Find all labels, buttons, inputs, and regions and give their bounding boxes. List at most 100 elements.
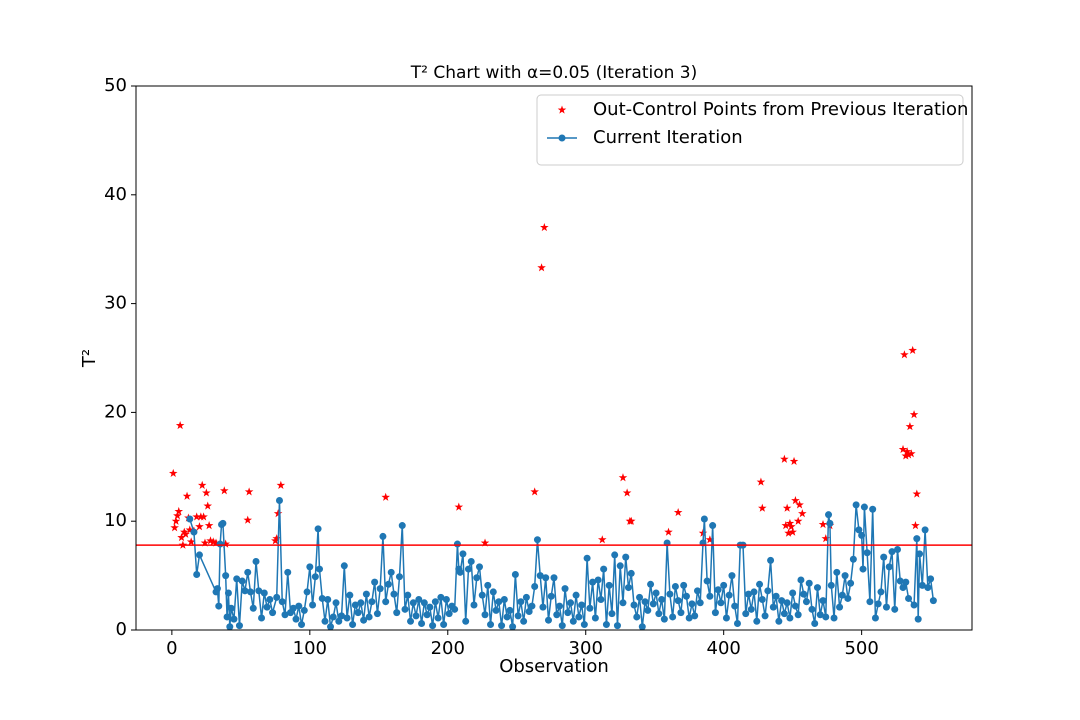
out-control-point bbox=[174, 506, 184, 516]
series-point bbox=[226, 623, 234, 631]
out-control-point bbox=[170, 523, 179, 532]
series-point bbox=[745, 590, 753, 598]
out-control-point bbox=[787, 522, 796, 531]
series-point bbox=[660, 615, 668, 623]
series-point bbox=[511, 571, 519, 579]
y-tick-label: 50 bbox=[104, 75, 127, 96]
series-point bbox=[186, 515, 194, 523]
series-point bbox=[882, 603, 890, 611]
series-point bbox=[489, 588, 497, 596]
series-point bbox=[434, 614, 442, 622]
series-point bbox=[791, 602, 799, 610]
series-point bbox=[649, 600, 657, 608]
series-point bbox=[800, 590, 808, 598]
series-point bbox=[284, 568, 292, 576]
out-control-point bbox=[221, 539, 230, 548]
series-point bbox=[652, 589, 660, 597]
y-tick-label: 30 bbox=[104, 293, 127, 314]
series-point bbox=[539, 603, 547, 611]
series-point bbox=[720, 581, 728, 589]
out-control-point bbox=[243, 515, 253, 524]
series-point bbox=[717, 599, 725, 607]
series-point bbox=[691, 612, 699, 620]
series-point bbox=[855, 526, 863, 534]
series-point bbox=[354, 609, 362, 617]
series-point bbox=[249, 604, 257, 612]
series-point bbox=[733, 619, 741, 627]
series-point bbox=[611, 551, 619, 559]
series-point bbox=[747, 605, 755, 613]
series-point bbox=[233, 575, 241, 583]
series-point bbox=[669, 613, 677, 621]
series-point bbox=[786, 614, 794, 622]
series-point bbox=[899, 584, 907, 592]
series-point bbox=[761, 612, 769, 620]
series-point bbox=[384, 580, 392, 588]
out-control-point bbox=[618, 473, 628, 482]
series-point bbox=[215, 602, 223, 610]
out-control-point bbox=[673, 508, 683, 517]
series-point bbox=[742, 610, 750, 618]
out-control-point bbox=[175, 420, 185, 430]
series-point bbox=[522, 593, 530, 601]
series-point bbox=[819, 597, 827, 605]
out-control-point bbox=[203, 501, 213, 510]
series-point bbox=[498, 622, 506, 630]
legend: Out-Control Points from Previous Iterati… bbox=[536, 94, 968, 166]
y-tick-label: 20 bbox=[104, 401, 127, 422]
series-point bbox=[709, 522, 717, 530]
series-point bbox=[346, 591, 354, 599]
series-point bbox=[514, 612, 522, 620]
series-point bbox=[223, 613, 231, 621]
series-point bbox=[885, 563, 893, 571]
series-point bbox=[597, 596, 605, 604]
out-control-point bbox=[208, 537, 218, 546]
out-control-point bbox=[911, 521, 920, 530]
legend-label: Current Iteration bbox=[593, 127, 743, 148]
series-point bbox=[602, 621, 610, 629]
legend-box bbox=[536, 94, 964, 166]
legend-label: Out-Control Points from Previous Iterati… bbox=[593, 99, 968, 120]
series-point bbox=[877, 588, 885, 596]
series-point bbox=[852, 501, 860, 509]
series-point bbox=[509, 623, 517, 631]
series-point bbox=[306, 563, 314, 571]
series-point bbox=[750, 588, 758, 596]
series-point bbox=[298, 621, 306, 629]
series-point bbox=[764, 587, 772, 595]
series-point bbox=[412, 612, 420, 620]
out-control-point bbox=[182, 491, 192, 500]
series-point bbox=[916, 550, 924, 558]
x-tick-label: 0 bbox=[166, 638, 177, 659]
series-point bbox=[382, 598, 390, 606]
out-control-point bbox=[798, 509, 807, 518]
series-point bbox=[630, 601, 638, 609]
series-point bbox=[193, 571, 201, 579]
series-point bbox=[658, 596, 666, 604]
out-control-point bbox=[912, 489, 922, 498]
series-point bbox=[633, 613, 641, 621]
series-point bbox=[420, 599, 428, 607]
out-control-point bbox=[173, 511, 182, 520]
out-control-point bbox=[901, 451, 911, 460]
series-point bbox=[429, 622, 437, 630]
series-point bbox=[303, 588, 311, 596]
series-point bbox=[340, 562, 348, 570]
series-point bbox=[894, 545, 902, 553]
series-point bbox=[860, 503, 868, 511]
series-point bbox=[362, 590, 370, 598]
y-tick-label: 10 bbox=[104, 510, 127, 531]
series-point bbox=[269, 609, 277, 617]
series-point bbox=[314, 525, 322, 533]
series-point bbox=[407, 617, 415, 625]
out-control-point bbox=[177, 533, 186, 542]
series-point bbox=[600, 565, 608, 573]
series-point bbox=[349, 621, 357, 629]
out-control-point bbox=[206, 536, 215, 545]
series-point bbox=[816, 611, 824, 619]
series-point bbox=[556, 602, 564, 610]
series-point bbox=[863, 549, 871, 557]
series-point bbox=[722, 614, 730, 622]
series-point bbox=[644, 606, 652, 614]
series-point bbox=[913, 535, 921, 543]
